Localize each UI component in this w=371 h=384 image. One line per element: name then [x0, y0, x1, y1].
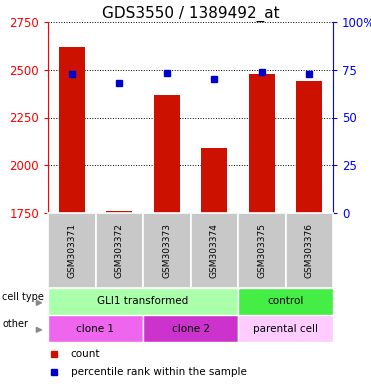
Text: GLI1 transformed: GLI1 transformed	[97, 296, 188, 306]
Text: GSM303374: GSM303374	[210, 223, 219, 278]
Text: GSM303372: GSM303372	[115, 223, 124, 278]
Title: GDS3550 / 1389492_at: GDS3550 / 1389492_at	[102, 6, 279, 22]
Text: clone 1: clone 1	[76, 323, 115, 333]
Bar	[249, 74, 275, 213]
Bar	[143, 213, 190, 288]
Bar	[238, 315, 333, 342]
Bar	[296, 81, 322, 213]
Bar	[59, 47, 85, 213]
Bar	[48, 288, 238, 315]
Text: parental cell: parental cell	[253, 323, 318, 333]
Bar	[190, 213, 238, 288]
Bar	[95, 213, 143, 288]
Text: control: control	[267, 296, 304, 306]
Text: count: count	[70, 349, 100, 359]
Bar	[48, 213, 95, 288]
Text: GSM303373: GSM303373	[162, 223, 171, 278]
Text: other: other	[2, 319, 29, 329]
Bar	[143, 315, 238, 342]
Text: GSM303371: GSM303371	[67, 223, 76, 278]
Text: cell type: cell type	[2, 293, 44, 303]
Bar	[201, 148, 227, 213]
Bar	[48, 315, 143, 342]
Text: clone 2: clone 2	[171, 323, 210, 333]
Text: percentile rank within the sample: percentile rank within the sample	[70, 367, 246, 377]
Bar	[286, 213, 333, 288]
Text: GSM303375: GSM303375	[257, 223, 266, 278]
Bar	[106, 211, 132, 213]
Bar	[154, 94, 180, 213]
Bar	[238, 213, 286, 288]
Bar	[238, 288, 333, 315]
Text: GSM303376: GSM303376	[305, 223, 314, 278]
